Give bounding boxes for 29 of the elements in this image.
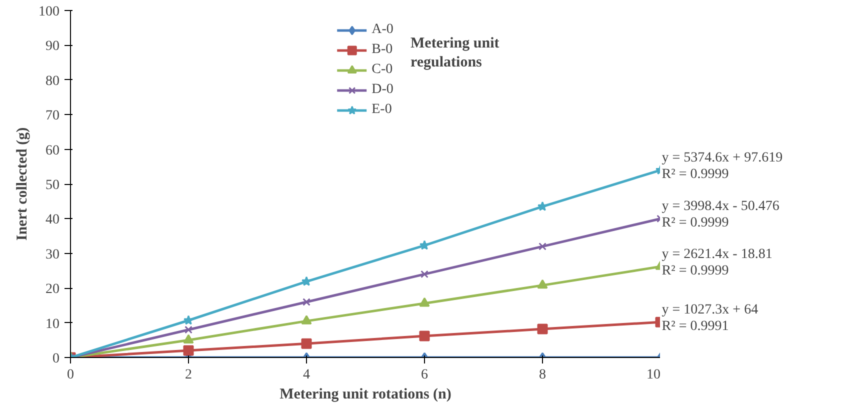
y-tick-label: 10 (46, 316, 60, 332)
legend-label: C-0 (372, 62, 393, 78)
x-tick-label: 4 (303, 368, 310, 382)
text: y = 3998.4x - 50.476 R² = 0.9999 (662, 198, 780, 230)
y-tick-label: 70 (46, 108, 60, 124)
x-tick-label: 2 (185, 368, 192, 382)
y-tick-label: 90 (46, 39, 60, 54)
x-tick-label: 0 (67, 368, 74, 382)
text: y = 1027.3x + 64 R² = 0.9991 (662, 302, 758, 334)
y-tick-label: 30 (46, 247, 60, 262)
y-tick-label: 60 (46, 143, 60, 158)
x-tick-label: 8 (539, 368, 546, 382)
y-tick-label: 20 (46, 282, 60, 298)
y-tick-label: 40 (46, 212, 60, 228)
legend-label: B-0 (372, 42, 393, 58)
y-tick-label: 80 (46, 74, 60, 89)
y-axis-title: Inert collected (g) (14, 127, 30, 241)
text: y = 2621.4x - 18.81 R² = 0.9999 (662, 246, 772, 278)
y-tick-label: 0 (52, 352, 60, 366)
x-tick-label: 6 (421, 368, 428, 382)
x-tick-label: 10 (646, 368, 660, 382)
text: y = 5374.6x + 97.619 R² = 0.9999 (662, 150, 783, 182)
legend-label: A-0 (372, 22, 394, 38)
y-tick-label: 100 (38, 4, 60, 20)
x-axis-title: Metering unit rotations (n) (280, 386, 452, 402)
y-tick-label: 50 (46, 178, 60, 193)
legend-label: D-0 (372, 82, 394, 98)
annotation: Metering unit regulations (410, 36, 500, 71)
legend-label: E-0 (372, 102, 392, 118)
